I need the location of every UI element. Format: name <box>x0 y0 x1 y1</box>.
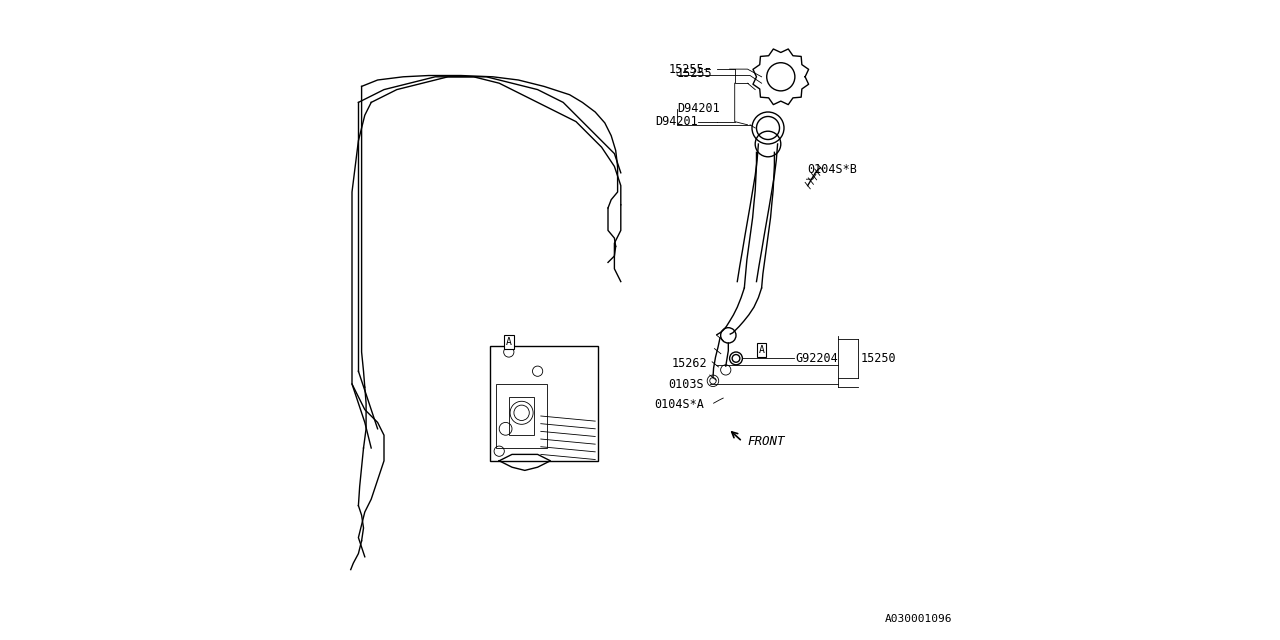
Text: 15255: 15255 <box>668 63 704 76</box>
Text: D94201: D94201 <box>655 115 698 128</box>
Text: A030001096: A030001096 <box>884 614 952 624</box>
Bar <box>508 397 535 435</box>
Text: FRONT: FRONT <box>748 435 785 448</box>
Text: 0103S: 0103S <box>668 378 704 390</box>
Text: D94201: D94201 <box>677 102 719 115</box>
Text: A: A <box>506 337 512 348</box>
Text: 15255: 15255 <box>677 67 713 80</box>
Text: 15262: 15262 <box>672 357 708 370</box>
Text: 0104S*B: 0104S*B <box>808 163 858 176</box>
Text: 15250: 15250 <box>860 352 896 365</box>
Bar <box>490 346 599 461</box>
Text: G92204: G92204 <box>795 352 837 365</box>
Bar <box>497 384 548 448</box>
Text: A: A <box>759 345 764 355</box>
Text: 0104S*A: 0104S*A <box>654 398 704 411</box>
